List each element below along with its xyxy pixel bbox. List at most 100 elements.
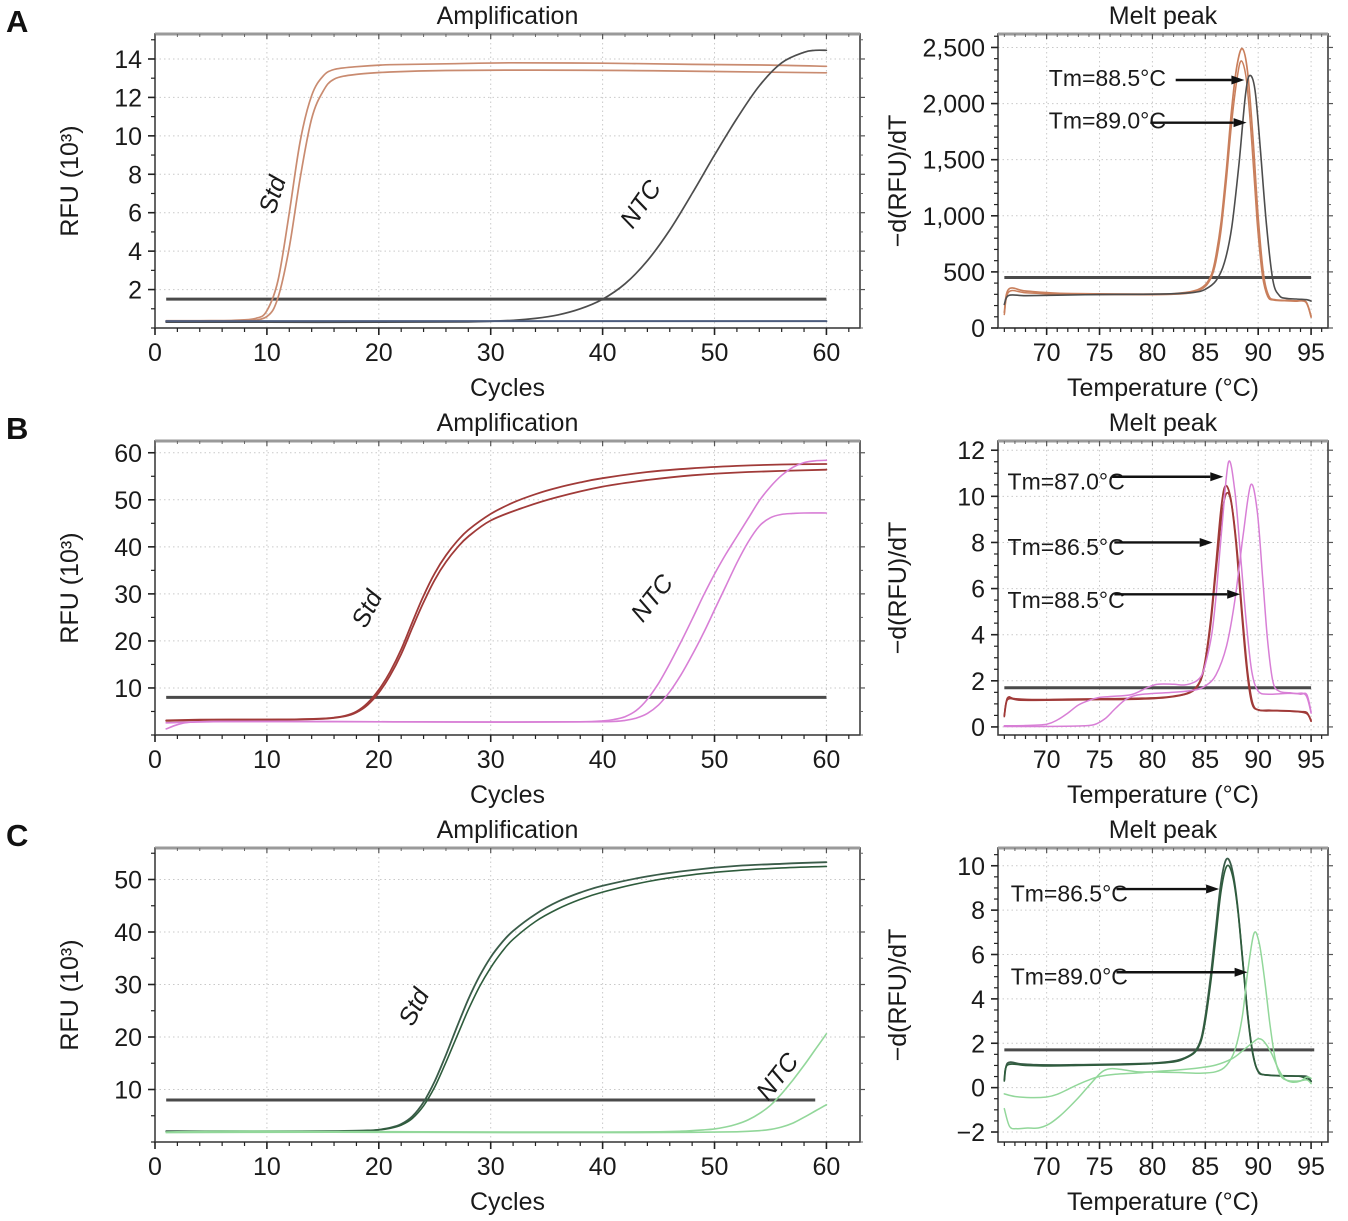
curve-label-ntc: NTC xyxy=(615,174,668,233)
x-tick-label: 95 xyxy=(1297,1153,1325,1181)
y-tick-label: 12 xyxy=(957,437,985,465)
x-tick-label: 0 xyxy=(148,339,162,367)
y-tick-label: 10 xyxy=(114,1077,142,1105)
y-axis-label: RFU (10³) xyxy=(56,939,84,1050)
x-tick-label: 0 xyxy=(148,1153,162,1181)
y-tick-label: 0 xyxy=(971,1075,985,1103)
x-axis-label: Cycles xyxy=(470,1188,545,1216)
x-axis-label: Cycles xyxy=(470,374,545,402)
series-std-melt-2 xyxy=(1003,864,1312,1082)
series-ntc-melt xyxy=(1003,74,1312,306)
chart-b-melt-peak: 70 75 80 85 90 95 0 2 4 6 8 10 12 Melt peak Temperatur… xyxy=(880,407,1348,819)
tm-arrow-head xyxy=(1206,884,1220,894)
row-b: B 0 10 20 30 40 50 60 10 20 30 40 50 60 Amplification… xyxy=(0,407,1348,814)
curve-label-ntc: NTC xyxy=(751,1047,805,1105)
x-tick-label: 60 xyxy=(813,746,841,774)
series-std-replicate-1 xyxy=(165,463,828,722)
x-tick-label: 60 xyxy=(813,1153,841,1181)
x-tick-label: 80 xyxy=(1139,1153,1167,1181)
x-tick-label: 95 xyxy=(1297,746,1325,774)
panel-label-c: C xyxy=(6,818,29,853)
tm-annotation: Tm=88.5°C xyxy=(1049,65,1166,91)
x-tick-label: 20 xyxy=(365,746,393,774)
x-tick-label: 90 xyxy=(1244,746,1272,774)
y-axis-label: −d(RFU)/dT xyxy=(884,115,912,248)
y-tick-label: 6 xyxy=(128,200,142,228)
plot-border xyxy=(154,847,861,1143)
y-tick-label: 2 xyxy=(128,277,142,305)
x-tick-label: 90 xyxy=(1244,1153,1272,1181)
tm-arrow-head xyxy=(1227,589,1241,599)
series-ntc-1 xyxy=(165,459,828,730)
series-std-replicate-1 xyxy=(165,61,828,322)
x-tick-label: 85 xyxy=(1191,1153,1219,1181)
y-tick-label: 6 xyxy=(971,942,985,970)
x-tick-label: 50 xyxy=(701,339,729,367)
tm-arrow-head xyxy=(1233,118,1247,128)
x-tick-label: 20 xyxy=(365,339,393,367)
series-ntc-melt-2 xyxy=(1003,483,1312,728)
series-ntc-melt-1 xyxy=(1003,931,1312,1130)
y-tick-label: 2,000 xyxy=(922,91,985,119)
y-tick-label: 50 xyxy=(114,867,142,895)
x-tick-label: 75 xyxy=(1086,746,1114,774)
y-tick-label: −2 xyxy=(956,1119,985,1147)
x-tick-label: 30 xyxy=(477,339,505,367)
y-tick-label: 8 xyxy=(128,161,142,189)
x-tick-label: 95 xyxy=(1297,339,1325,367)
series-std-replicate-2 xyxy=(165,468,828,722)
x-tick-label: 40 xyxy=(589,746,617,774)
y-tick-label: 40 xyxy=(114,919,142,947)
chart-title: Melt peak xyxy=(1109,816,1218,844)
chart-title: Melt peak xyxy=(1109,409,1218,437)
plot-border xyxy=(154,440,861,736)
x-tick-label: 40 xyxy=(589,339,617,367)
x-tick-label: 80 xyxy=(1139,746,1167,774)
x-tick-label: 85 xyxy=(1191,746,1219,774)
tm-annotation: Tm=86.5°C xyxy=(1011,880,1128,906)
y-tick-label: 50 xyxy=(114,487,142,515)
tm-arrow-head xyxy=(1231,75,1245,85)
chart-c-melt-peak: 70 75 80 85 90 95 −2 0 2 4 6 8 10 Melt peak Temperatur… xyxy=(880,814,1348,1221)
tm-arrow-head xyxy=(1210,472,1224,482)
row-a: A 0 10 20 30 40 50 60 2 4 6 8 10 12 14 Amplification Cy… xyxy=(0,0,1348,407)
series-std-replicate-2 xyxy=(165,865,828,1133)
curve-label-std: Std xyxy=(254,172,293,217)
y-tick-label: 12 xyxy=(114,84,142,112)
x-tick-label: 50 xyxy=(701,1153,729,1181)
y-axis-label: RFU (10³) xyxy=(56,532,84,643)
y-tick-label: 500 xyxy=(943,259,985,287)
series-ntc-melt-1 xyxy=(1003,460,1312,727)
x-tick-label: 85 xyxy=(1191,339,1219,367)
y-tick-label: 0 xyxy=(971,315,985,343)
melt-a-svg: 70 75 80 85 90 95 0 500 1,000 1,500 2,000 2,500 Melt… xyxy=(884,2,1333,402)
y-tick-label: 0 xyxy=(971,714,985,742)
y-tick-label: 10 xyxy=(957,483,985,511)
y-tick-label: 20 xyxy=(114,1024,142,1052)
x-tick-label: 75 xyxy=(1086,1153,1114,1181)
y-tick-label: 8 xyxy=(971,529,985,557)
series-ntc-2 xyxy=(165,512,828,724)
y-tick-label: 4 xyxy=(971,622,985,650)
tm-arrow-head xyxy=(1234,967,1248,977)
x-tick-label: 10 xyxy=(253,746,281,774)
x-tick-label: 70 xyxy=(1033,746,1061,774)
series-ntc-2 xyxy=(165,1103,828,1134)
panel-label-b: B xyxy=(6,411,29,446)
amp-c-svg: 0 10 20 30 40 50 60 10 20 30 40 50 Amplification Cycl… xyxy=(56,816,865,1216)
tm-annotation: Tm=87.0°C xyxy=(1008,468,1125,494)
curve-label-std: Std xyxy=(346,585,388,632)
curve-label-ntc: NTC xyxy=(625,569,679,627)
row-c: C 0 10 20 30 40 50 60 10 20 30 40 50 Amplification Cy… xyxy=(0,814,1348,1221)
amp-a-svg: 0 10 20 30 40 50 60 2 4 6 8 10 12 14 Amplification Cycl… xyxy=(56,2,865,402)
y-tick-label: 4 xyxy=(128,238,142,266)
y-tick-label: 20 xyxy=(114,628,142,656)
x-tick-label: 80 xyxy=(1139,339,1167,367)
y-tick-label: 30 xyxy=(114,972,142,1000)
y-tick-label: 1,500 xyxy=(922,147,985,175)
y-axis-label: RFU (10³) xyxy=(56,125,84,236)
y-tick-label: 6 xyxy=(971,576,985,604)
series-ntc-1 xyxy=(165,1033,828,1133)
y-tick-label: 8 xyxy=(971,897,985,925)
